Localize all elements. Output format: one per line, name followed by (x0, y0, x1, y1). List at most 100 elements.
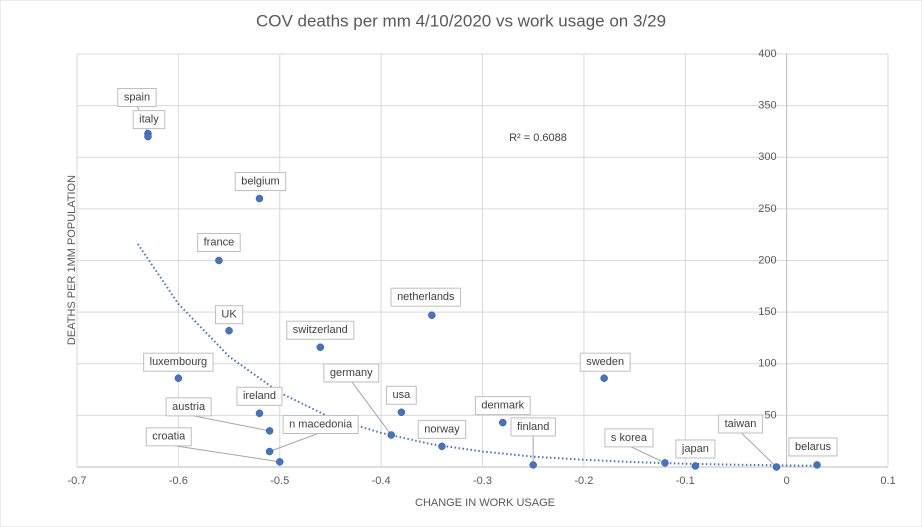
x-tick-label: -0.1 (676, 475, 695, 487)
data-label: belgium (234, 172, 287, 192)
point (255, 194, 264, 203)
r-squared: R² = 0.6088 (509, 132, 567, 144)
point (428, 311, 436, 319)
label-box (510, 417, 556, 437)
x-tick-label: -0.6 (169, 475, 188, 487)
point (691, 462, 700, 470)
point (225, 326, 233, 335)
point-label: belarus (795, 441, 832, 453)
x-axis-title: CHANGE IN WORK USAGE (415, 497, 555, 509)
label-box (117, 88, 157, 108)
data-label: spain (117, 88, 157, 108)
data-label: switzerland (286, 320, 355, 340)
y-tick-label: 350 (758, 100, 776, 112)
point-label: n macedonia (289, 418, 353, 430)
point-label: croatia (152, 431, 186, 443)
data-label: sweden (579, 352, 631, 372)
point-label: france (204, 236, 235, 248)
data-label: belarus (788, 437, 838, 457)
point (265, 447, 274, 456)
leader-line (740, 431, 777, 468)
point-label: s korea (611, 432, 648, 444)
data-label: netherlands (390, 287, 462, 307)
leader-line (628, 445, 666, 464)
y-tick-label: 50 (764, 409, 776, 421)
data-label: usa (386, 385, 417, 405)
point-label: switzerland (293, 324, 348, 336)
data-label: germany (323, 363, 380, 383)
point (438, 442, 446, 451)
label-box (214, 305, 244, 325)
point (813, 461, 821, 469)
leader-line (188, 414, 270, 432)
point-label: sweden (586, 356, 624, 368)
chart-title: COV deaths per mm 4/10/2020 vs work usag… (256, 11, 666, 30)
point (600, 374, 608, 382)
data-label: luxembourg (143, 352, 214, 372)
point (661, 459, 669, 467)
point (772, 463, 781, 471)
point-label: taiwan (725, 418, 757, 430)
label-box (286, 320, 355, 340)
trendline (136, 243, 818, 467)
data-label: finland (510, 417, 556, 437)
point-label: finland (517, 421, 549, 433)
point-label: japan (681, 443, 709, 455)
leader-line (168, 444, 280, 463)
point-label: luxembourg (150, 356, 207, 368)
data-label: italy (132, 110, 166, 130)
point-label: italy (139, 114, 159, 126)
y-tick-label: 150 (758, 306, 776, 318)
y-axis-title: DEATHS PER 1MM POPULATION (66, 175, 78, 345)
point-label: denmark (481, 400, 524, 412)
point-label: germany (330, 367, 373, 379)
data-label: taiwan (718, 414, 763, 434)
data-label: s korea (604, 428, 654, 448)
data-label: norway (417, 419, 467, 439)
leader-line (350, 380, 392, 436)
x-tick-label: -0.3 (473, 475, 492, 487)
label-box (143, 352, 214, 372)
label-box (323, 363, 380, 383)
point (215, 256, 223, 265)
y-tick-label: 200 (758, 254, 776, 266)
point (529, 461, 537, 469)
leader-line (269, 432, 321, 452)
data-label: france (197, 233, 241, 252)
data-label: n macedonia (282, 415, 359, 435)
data-label: ireland (236, 386, 283, 406)
label-box (390, 287, 462, 307)
label-box (145, 427, 192, 447)
label-box (165, 397, 212, 417)
point (255, 409, 264, 418)
point (144, 132, 152, 141)
point (276, 458, 284, 466)
label-box (197, 233, 241, 252)
y-tick-label: 250 (758, 203, 776, 215)
label-box (236, 386, 283, 406)
point (387, 431, 396, 439)
point-label: netherlands (397, 291, 455, 303)
point (499, 418, 507, 427)
data-label: austria (165, 397, 212, 417)
point-label: austria (172, 401, 206, 413)
point (316, 343, 325, 351)
label-box (718, 414, 763, 434)
y-tick-label: 400 (758, 48, 776, 60)
point-label: belgium (241, 175, 280, 187)
data-label: croatia (145, 427, 192, 447)
point-label: spain (124, 91, 150, 103)
x-tick-label: -0.7 (68, 475, 87, 487)
data-label: UK (214, 305, 244, 325)
label-box (386, 385, 417, 405)
y-tick-label: 300 (758, 151, 776, 163)
point (174, 374, 183, 382)
label-box (282, 415, 359, 435)
label-box (675, 439, 716, 459)
label-box (474, 396, 531, 416)
label-box (788, 437, 838, 457)
point-label: UK (221, 309, 237, 321)
point (397, 408, 406, 417)
